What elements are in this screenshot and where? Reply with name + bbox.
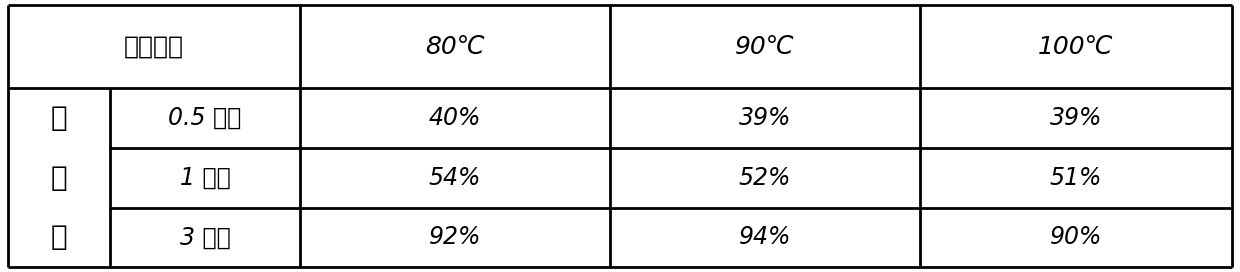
Text: 100℃: 100℃	[1038, 35, 1114, 58]
Text: 90℃: 90℃	[735, 35, 795, 58]
Text: 80℃: 80℃	[425, 35, 485, 58]
Text: 放: 放	[51, 164, 67, 192]
Text: 51%: 51%	[1050, 166, 1102, 190]
Text: 39%: 39%	[739, 106, 791, 130]
Text: 加热温度: 加热温度	[124, 35, 184, 58]
Text: 94%: 94%	[739, 225, 791, 249]
Text: 90%: 90%	[1050, 225, 1102, 249]
Text: 52%: 52%	[739, 166, 791, 190]
Text: 1 小时: 1 小时	[180, 166, 231, 190]
Text: 3 小时: 3 小时	[180, 225, 231, 249]
Text: 0.5 小时: 0.5 小时	[169, 106, 242, 130]
Text: 39%: 39%	[1050, 106, 1102, 130]
Text: 度: 度	[51, 224, 67, 252]
Text: 40%: 40%	[429, 106, 481, 130]
Text: 释: 释	[51, 104, 67, 132]
Text: 54%: 54%	[429, 166, 481, 190]
Text: 92%: 92%	[429, 225, 481, 249]
